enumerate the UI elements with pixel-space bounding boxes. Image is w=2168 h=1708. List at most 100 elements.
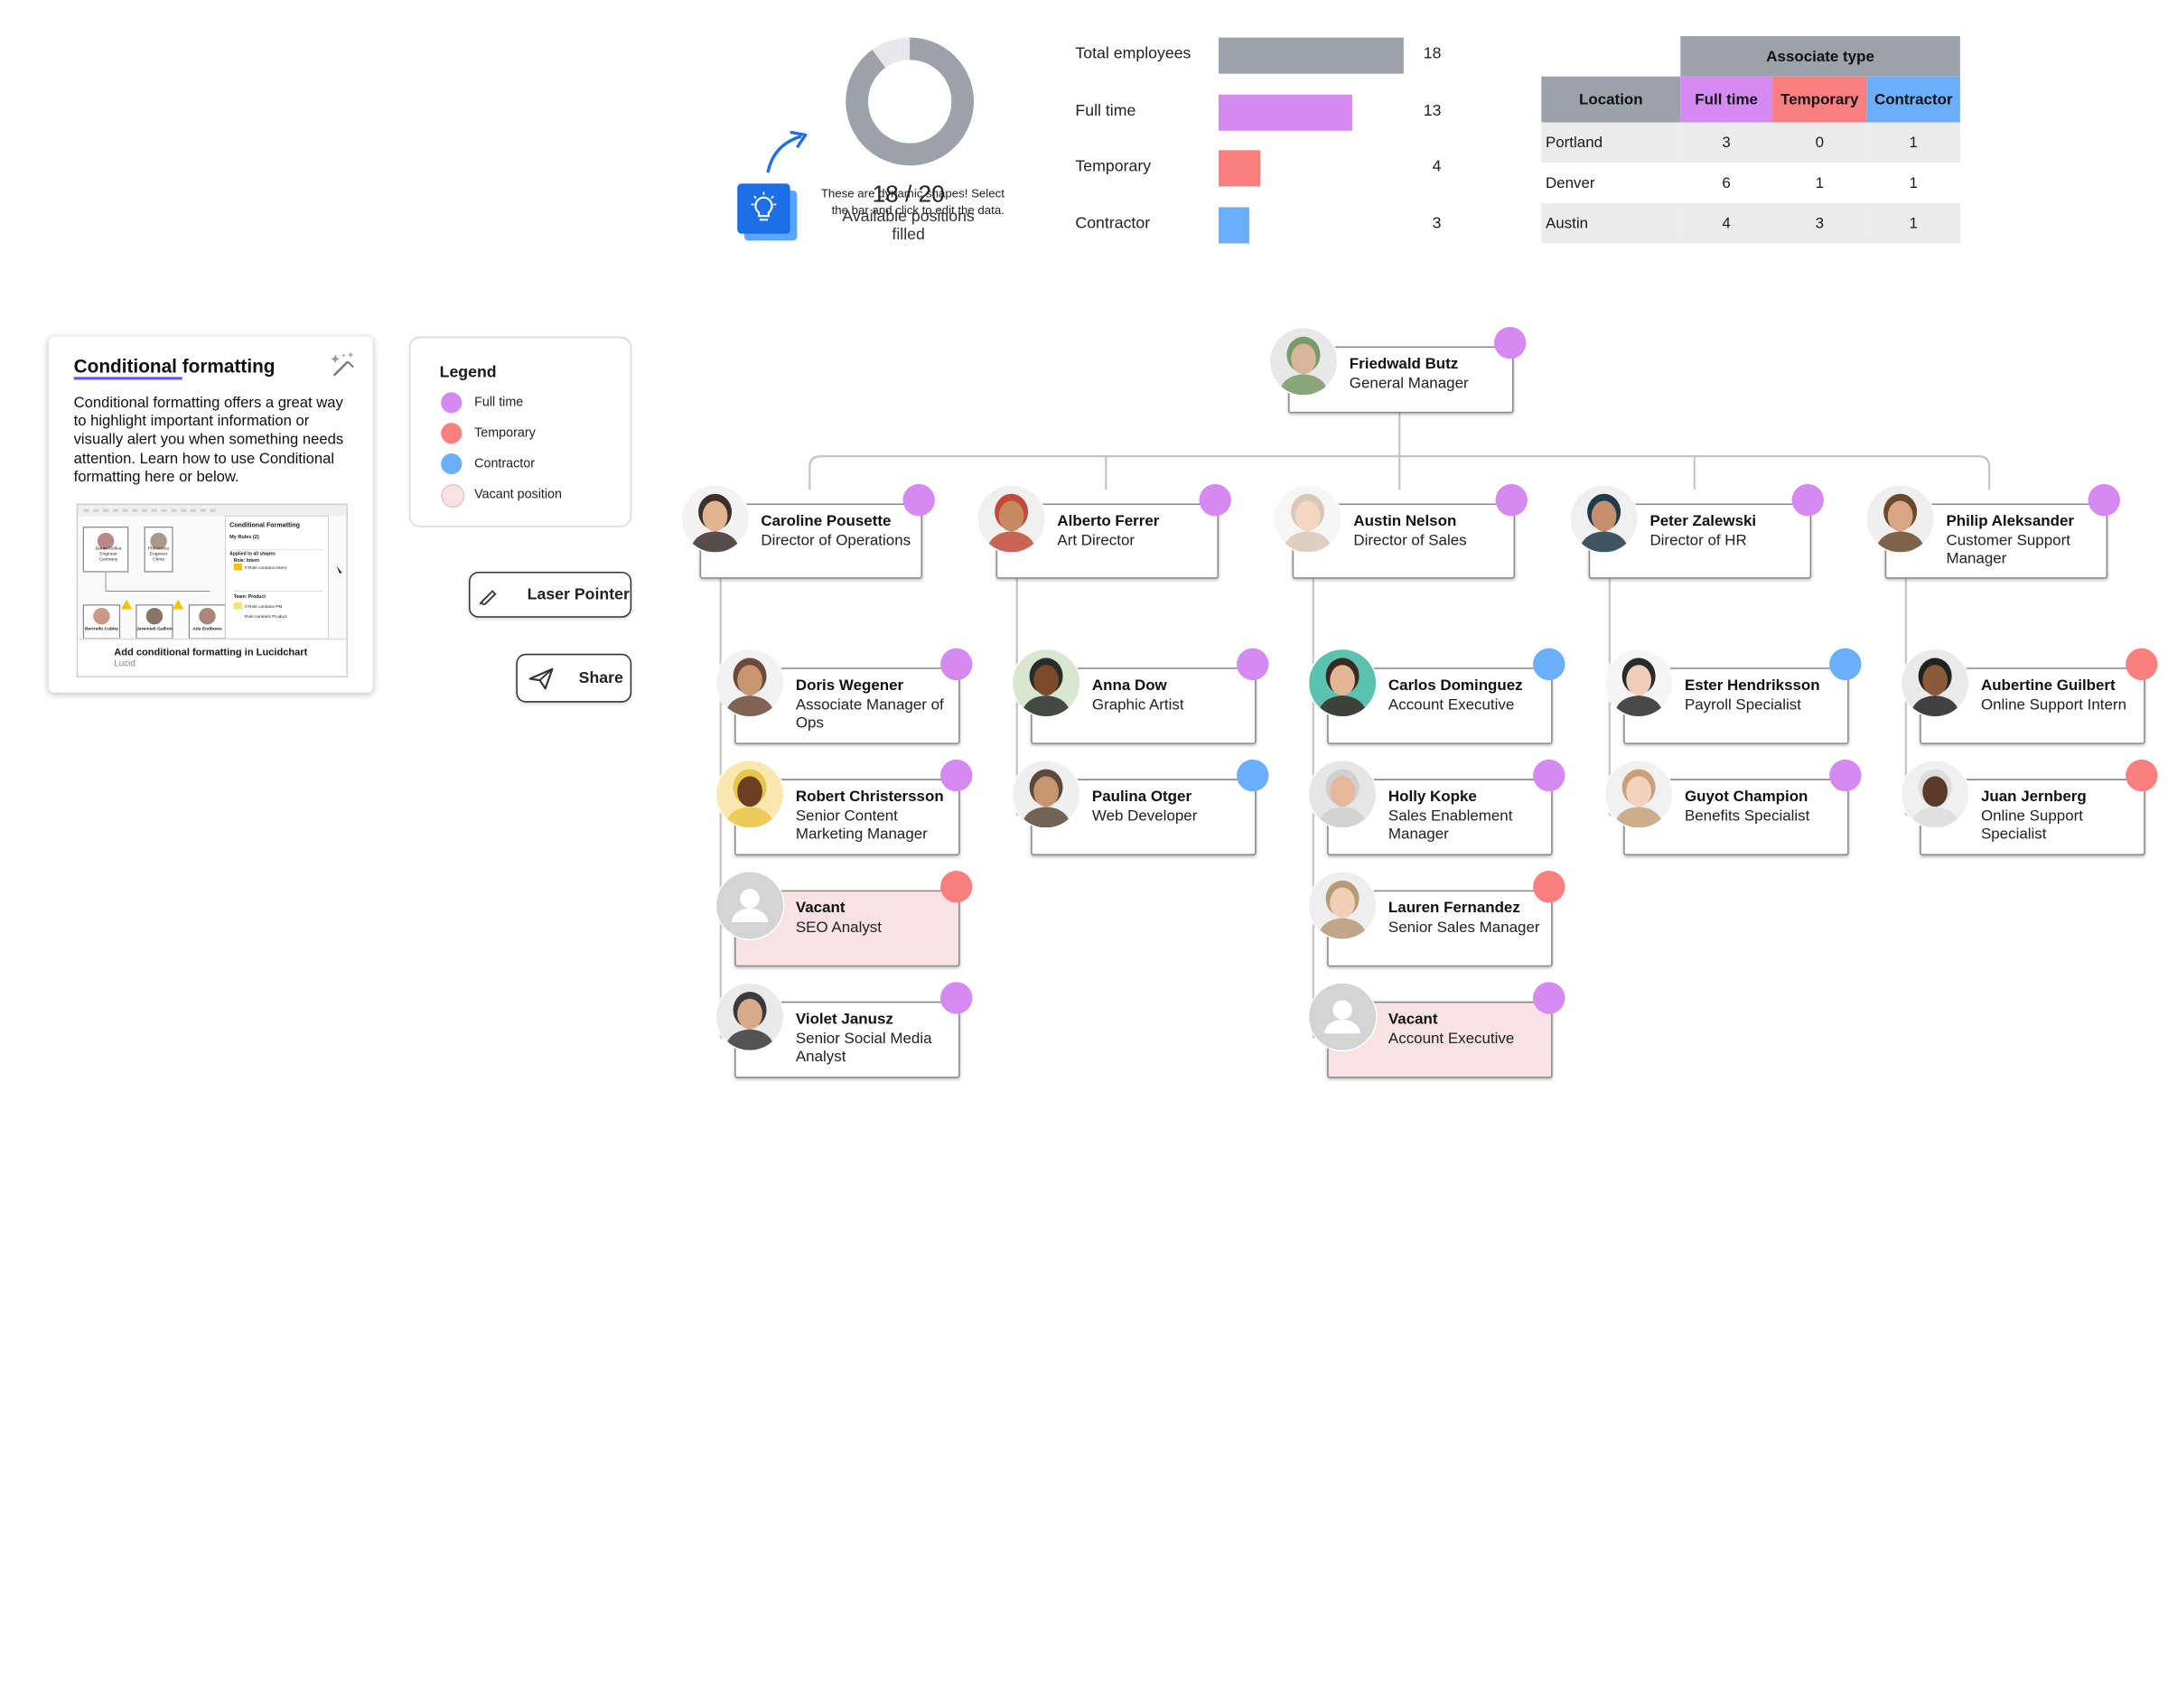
positions-donut[interactable] bbox=[843, 35, 977, 169]
table-row: Portland 3 0 1 bbox=[1541, 122, 1960, 163]
thumbnail-caption: Add conditional formatting in Lucidchart… bbox=[78, 638, 347, 677]
thumb-rule-detail: If Role contains PM bbox=[245, 603, 283, 610]
bar-contractor[interactable] bbox=[1219, 207, 1250, 244]
thumb-rule-name: Team: Product bbox=[233, 593, 266, 600]
bar-temporary[interactable] bbox=[1219, 150, 1260, 187]
cell-location: Portland bbox=[1545, 134, 1603, 152]
status-indicator-full_time bbox=[940, 982, 973, 1014]
legend-label: Full time bbox=[474, 395, 524, 409]
col-temporary: Temporary bbox=[1771, 76, 1867, 123]
cell-value: 4 bbox=[1722, 214, 1731, 232]
employee-name: Peter Zalewski bbox=[1649, 513, 1757, 530]
status-indicator-full_time bbox=[1199, 483, 1231, 517]
cell-location: Austin bbox=[1545, 214, 1589, 232]
person-avatar bbox=[715, 759, 785, 829]
person-avatar bbox=[1273, 483, 1343, 554]
status-indicator-full_time bbox=[1533, 982, 1565, 1014]
employee-name: Doris Wegener bbox=[795, 677, 904, 695]
status-indicator-full_time bbox=[1791, 483, 1824, 517]
employee-title: Director of Operations bbox=[761, 532, 911, 549]
employee-name: Austin Nelson bbox=[1353, 513, 1457, 530]
thumb-rule-name: Role: Intern bbox=[233, 557, 259, 564]
thumb-person-name: Ada Endbows bbox=[192, 626, 222, 632]
donut-filled-arc bbox=[846, 37, 974, 166]
lightbulb-icon bbox=[751, 191, 777, 221]
status-indicator-full_time bbox=[1237, 648, 1269, 681]
person-avatar bbox=[1603, 648, 1674, 718]
cell-value: 1 bbox=[1909, 134, 1918, 152]
thumb-rules-count: My Rules (2) bbox=[229, 534, 259, 540]
thumb-person-name: Dante Gollea bbox=[95, 545, 122, 551]
employee-name: Vacant bbox=[795, 900, 846, 917]
donut-caption: 18 / 20 Available positions filled bbox=[839, 181, 978, 245]
magic-wand-icon bbox=[331, 351, 354, 377]
curved-arrow-icon bbox=[766, 130, 808, 173]
table-row: Denver 6 1 1 bbox=[1541, 163, 1960, 203]
employee-title: Account Executive bbox=[1388, 1030, 1515, 1047]
person-avatar bbox=[1603, 759, 1674, 829]
card-title: Conditional formatting bbox=[73, 356, 276, 378]
lightbulb-button[interactable] bbox=[737, 183, 790, 234]
bar-count: 18 bbox=[1423, 45, 1442, 63]
thumb-person-title: Engineer bbox=[149, 550, 168, 556]
employee-name: Carlos Dominguez bbox=[1388, 677, 1523, 695]
employee-name: Aubertine Guilbert bbox=[1980, 677, 2116, 695]
person-avatar bbox=[1268, 326, 1339, 397]
status-indicator-full_time bbox=[940, 759, 973, 792]
bar-total[interactable] bbox=[1219, 37, 1404, 74]
person-avatar bbox=[1011, 648, 1081, 718]
employee-name: Ester Hendriksson bbox=[1684, 677, 1820, 695]
thumb-person-card: Dante Gollea Engineer Germany bbox=[86, 546, 130, 563]
bar-full_time[interactable] bbox=[1219, 94, 1352, 131]
employee-name: Philip Aleksander bbox=[1946, 513, 2074, 530]
status-indicator-temporary bbox=[2126, 759, 2158, 792]
thumbnail-caption-title: Add conditional formatting in Lucidchart bbox=[114, 645, 308, 658]
employee-title: Online Support Intern bbox=[1980, 695, 2127, 714]
bar-label: Total employees bbox=[1075, 45, 1191, 63]
table-row: Austin 4 3 1 bbox=[1541, 202, 1960, 244]
share-label: Share bbox=[578, 669, 623, 686]
video-thumbnail[interactable]: Dante Gollea Engineer Germany Phil Accie… bbox=[76, 503, 348, 677]
status-indicator-full_time bbox=[1493, 326, 1527, 359]
person-avatar bbox=[1900, 759, 1970, 829]
status-indicator-full_time bbox=[2088, 483, 2120, 517]
legend-swatch bbox=[441, 483, 465, 509]
status-indicator-temporary bbox=[940, 871, 973, 903]
cell-value: 3 bbox=[1815, 214, 1825, 232]
employee-name: Caroline Pousette bbox=[761, 513, 892, 530]
employee-title: Director of Sales bbox=[1353, 532, 1467, 549]
employee-title: Payroll Specialist bbox=[1684, 695, 1801, 714]
share-button[interactable]: Share bbox=[516, 653, 632, 703]
col-location: Location bbox=[1541, 76, 1681, 123]
thumb-person-team: Germany bbox=[99, 555, 118, 562]
title-underline bbox=[73, 377, 182, 380]
card-body: Conditional formatting offers a great wa… bbox=[73, 395, 344, 486]
status-indicator-contractor bbox=[1533, 648, 1565, 681]
person-avatar bbox=[1865, 483, 1936, 554]
thumb-person-title: Engineer bbox=[99, 550, 117, 556]
vacant-avatar bbox=[715, 871, 785, 941]
employee-name: Paulina Otger bbox=[1091, 789, 1192, 806]
employee-title: Associate Manager of Ops bbox=[795, 695, 944, 732]
thumb-person-team: China bbox=[153, 555, 164, 562]
thumb-rule-detail: Role contains Product bbox=[245, 613, 287, 620]
donut-value: 18 / 20 bbox=[872, 181, 945, 208]
employee-title: SEO Analyst bbox=[795, 919, 882, 936]
bar-label: Contractor bbox=[1075, 215, 1151, 233]
bar-label: Full time bbox=[1075, 102, 1136, 119]
associate-type-header: Associate type bbox=[1680, 36, 1960, 77]
person-avatar bbox=[1900, 648, 1970, 718]
dynamic-shapes-hint: These are dynamic shapes! Select the bar… bbox=[820, 186, 1005, 218]
employee-name: Friedwald Butz bbox=[1349, 356, 1459, 373]
employee-name: Lauren Fernandez bbox=[1388, 900, 1520, 917]
associate-type-table: Associate type Location Full time Tempor… bbox=[1541, 36, 1960, 244]
cell-location: Denver bbox=[1545, 174, 1595, 191]
laser-pointer-button[interactable]: Laser Pointer bbox=[468, 571, 632, 618]
bar-label: Temporary bbox=[1075, 159, 1152, 176]
bar-count: 13 bbox=[1423, 102, 1442, 119]
employee-title: Art Director bbox=[1057, 532, 1135, 549]
status-indicator-full_time bbox=[1829, 759, 1862, 792]
vacant-avatar bbox=[1307, 982, 1378, 1052]
send-icon bbox=[528, 667, 554, 689]
person-avatar bbox=[977, 483, 1047, 554]
